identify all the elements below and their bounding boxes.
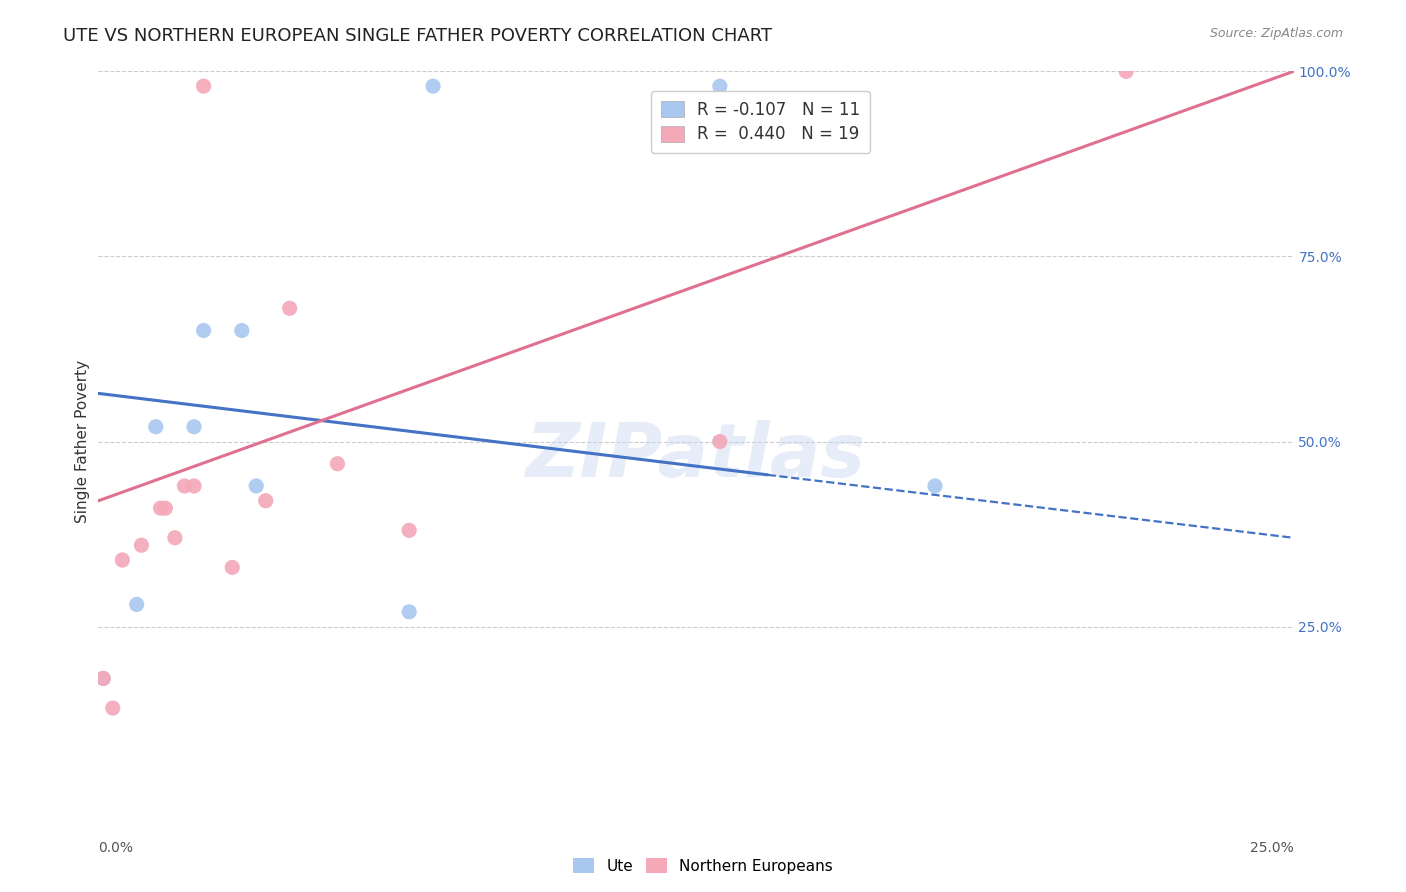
Point: [326, 457, 349, 471]
Point: [278, 301, 301, 316]
Point: [163, 531, 186, 545]
Point: [231, 324, 253, 338]
Text: UTE VS NORTHERN EUROPEAN SINGLE FATHER POVERTY CORRELATION CHART: UTE VS NORTHERN EUROPEAN SINGLE FATHER P…: [63, 27, 772, 45]
Point: [1115, 64, 1137, 78]
Legend: Ute, Northern Europeans: Ute, Northern Europeans: [567, 852, 839, 880]
Point: [924, 479, 946, 493]
Point: [193, 324, 215, 338]
Point: [155, 501, 177, 516]
Text: Source: ZipAtlas.com: Source: ZipAtlas.com: [1209, 27, 1343, 40]
Legend: R = -0.107   N = 11, R =  0.440   N = 19: R = -0.107 N = 11, R = 0.440 N = 19: [651, 91, 870, 153]
Point: [101, 701, 124, 715]
Point: [131, 538, 153, 552]
Point: [254, 493, 277, 508]
Text: 0.0%: 0.0%: [98, 841, 134, 855]
Point: [183, 479, 205, 493]
Point: [193, 79, 215, 94]
Text: 25.0%: 25.0%: [1250, 841, 1294, 855]
Point: [709, 434, 731, 449]
Point: [125, 598, 148, 612]
Point: [422, 79, 444, 94]
Point: [173, 479, 195, 493]
Point: [709, 79, 731, 94]
Point: [245, 479, 267, 493]
Point: [398, 524, 420, 538]
Point: [91, 672, 114, 686]
Point: [111, 553, 134, 567]
Y-axis label: Single Father Poverty: Single Father Poverty: [75, 360, 90, 523]
Point: [149, 501, 172, 516]
Point: [398, 605, 420, 619]
Point: [183, 419, 205, 434]
Point: [145, 419, 167, 434]
Point: [221, 560, 243, 574]
Point: [91, 672, 114, 686]
Text: ZIPatlas: ZIPatlas: [526, 420, 866, 493]
